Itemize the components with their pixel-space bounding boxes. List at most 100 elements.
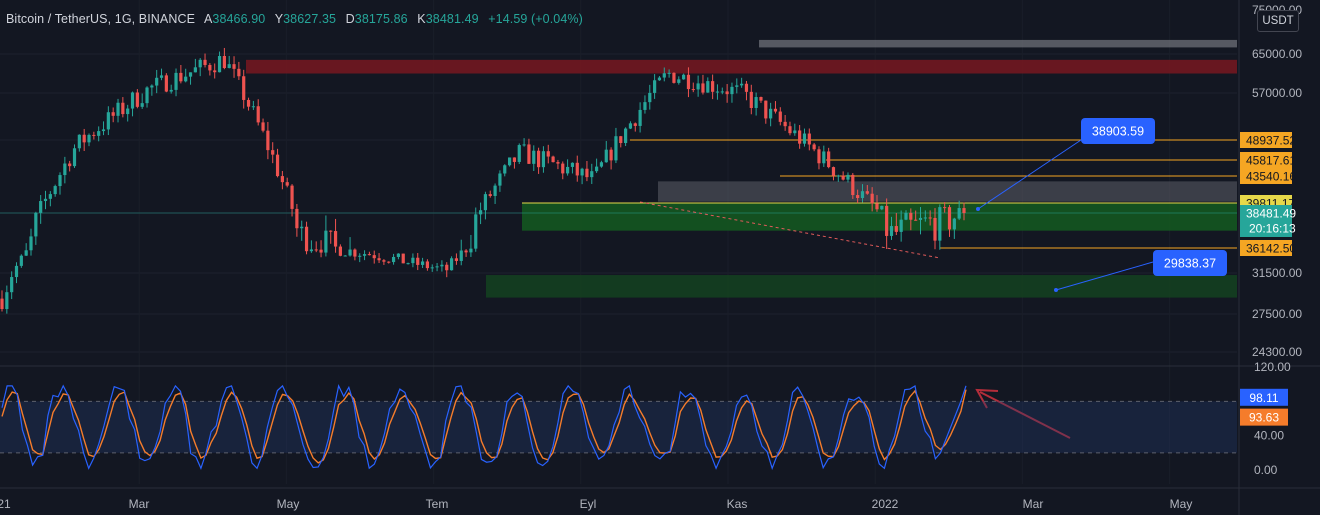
candle-body — [184, 76, 188, 82]
candle-body — [628, 123, 633, 129]
candle-body — [237, 68, 241, 77]
symbol-name[interactable]: Bitcoin / TetherUS, 1G, BINANCE — [6, 12, 196, 26]
candle-body — [759, 97, 763, 101]
candle-body — [715, 91, 720, 93]
time-tick-label: Mar — [1023, 497, 1044, 511]
candle-body — [532, 150, 536, 164]
candle-body — [923, 217, 927, 219]
candle-body — [585, 168, 589, 178]
zone-red — [246, 59, 1237, 74]
candle-body — [740, 83, 744, 86]
candle-body — [483, 194, 488, 211]
oscillator-tick-label: 0.00 — [1254, 463, 1278, 477]
high-value: 38627.35 — [283, 12, 337, 26]
callout-label: 29838.37 — [1164, 257, 1216, 271]
candle-body — [121, 102, 125, 115]
candle-body — [353, 249, 357, 257]
candle-body — [754, 97, 758, 108]
candle-body — [619, 136, 623, 144]
low-key: D — [345, 12, 355, 26]
candle-body — [87, 134, 91, 143]
candle-body — [938, 207, 942, 241]
candle-body — [203, 59, 207, 65]
callout-box — [1153, 250, 1227, 276]
candle-body — [19, 255, 23, 266]
candle-body — [362, 254, 367, 256]
candle-body — [130, 92, 135, 109]
candle-body — [512, 157, 517, 162]
candle-body — [807, 133, 811, 145]
candle-body — [343, 255, 347, 257]
time-tick-label: 2022 — [872, 497, 899, 511]
last-price-label: 38481.49 — [1246, 207, 1296, 221]
close-value: 38481.49 — [425, 12, 479, 26]
candle-body — [783, 121, 787, 127]
candle-body — [377, 258, 381, 261]
candle-body — [285, 182, 289, 186]
price-tick-label: 65000.00 — [1252, 47, 1302, 61]
candle-body — [889, 226, 894, 236]
time-tick-label: Mar — [129, 497, 150, 511]
candle-body — [77, 134, 81, 149]
candle-body — [493, 185, 497, 196]
candle-body — [68, 163, 72, 167]
candle-body — [266, 130, 270, 151]
candle-body — [246, 99, 251, 107]
candle-body — [213, 70, 217, 73]
candle-body — [193, 67, 197, 73]
candle-body — [48, 194, 52, 199]
open-key: A — [203, 12, 213, 26]
zone-green — [486, 275, 1237, 298]
time-tick-label: May — [1170, 497, 1193, 511]
candle-body — [43, 198, 48, 202]
callout-anchor — [1054, 288, 1058, 292]
candle-body — [749, 91, 753, 108]
price-tick-label: 57000.00 — [1252, 86, 1302, 100]
candle-body — [150, 85, 154, 88]
candle-body — [348, 249, 352, 256]
candle-body — [309, 249, 313, 252]
oscillator-value-tag — [1240, 388, 1288, 406]
candle-body — [846, 174, 850, 180]
candle-body — [290, 185, 294, 209]
candle-body — [798, 130, 802, 144]
zones — [246, 39, 1237, 298]
candle-body — [101, 129, 106, 132]
close-key: K — [417, 12, 426, 26]
candle-body — [242, 76, 246, 100]
time-axis: 21 Mar May Tem Eyl Kas 2022 Mar May — [0, 497, 1192, 511]
callout-box — [1081, 118, 1155, 144]
candle-body — [5, 292, 9, 310]
candle-body — [179, 72, 183, 82]
level-tags: 48937.5245817.6143540.1639811.1736142.50… — [1240, 132, 1296, 256]
currency-unit-button[interactable]: USDT — [1257, 10, 1299, 32]
candle-body — [217, 55, 222, 73]
candle-body — [609, 149, 613, 161]
candles — [0, 47, 966, 314]
callout-anchor — [976, 207, 980, 211]
candle-body — [300, 226, 304, 229]
candle-body — [595, 166, 599, 172]
candle-body — [188, 72, 193, 77]
callout-leader — [1055, 261, 1154, 291]
candle-body — [662, 73, 666, 78]
oscillator-tick-label: 40.00 — [1254, 429, 1284, 443]
candle-body — [962, 208, 966, 213]
candle-body — [295, 208, 299, 229]
level-tag-label: 36142.50 — [1246, 242, 1296, 256]
candle-body — [82, 134, 86, 143]
candle-body — [633, 123, 637, 126]
level-tag — [1240, 152, 1292, 168]
candle-body — [536, 150, 541, 168]
candle-body — [435, 266, 439, 268]
candle-body — [498, 173, 502, 186]
candle-body — [469, 248, 473, 253]
candle-body — [933, 217, 937, 241]
oscillator-value-label: 98.11 — [1249, 391, 1278, 405]
candle-body — [164, 75, 168, 92]
candle-body — [39, 201, 43, 213]
candle-body — [943, 207, 947, 209]
candle-body — [725, 91, 729, 95]
candle-body — [459, 250, 463, 261]
